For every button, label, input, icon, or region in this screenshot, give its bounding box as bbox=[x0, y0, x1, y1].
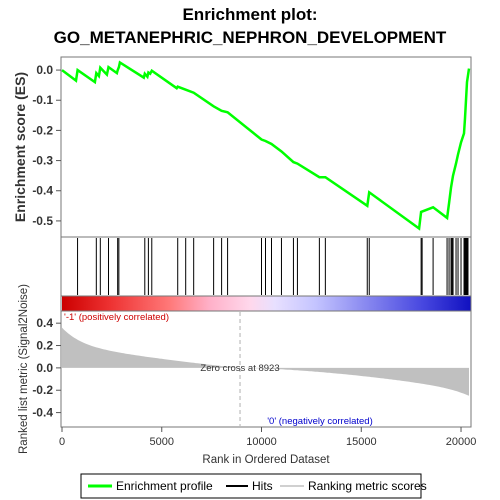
zero-cross-label: Zero cross at 8923 bbox=[200, 363, 279, 374]
chart-subtitle: GO_METANEPHRIC_NEPHRON_DEVELOPMENT bbox=[54, 28, 447, 47]
ranking-metric-area bbox=[62, 327, 469, 424]
es-tick-label: 0.0 bbox=[36, 63, 53, 77]
es-tick-label: -0.2 bbox=[32, 123, 53, 137]
metric-tick-label: -0.4 bbox=[32, 406, 53, 420]
negative-correlation-label: '0' (negatively correlated) bbox=[267, 416, 373, 427]
x-tick-label: 15000 bbox=[346, 436, 377, 448]
metric-tick-label: 0.0 bbox=[36, 361, 53, 375]
chart-title: Enrichment plot: bbox=[182, 5, 317, 24]
legend-metric-label: Ranking metric scores bbox=[308, 479, 427, 493]
rank-color-bar bbox=[62, 296, 471, 311]
metric-tick-label: -0.2 bbox=[32, 383, 53, 397]
es-axis-title: Enrichment score (ES) bbox=[12, 72, 28, 222]
x-tick-label: 5000 bbox=[150, 436, 174, 448]
metric-axis-title: Ranked list metric (Signal2Noise) bbox=[18, 284, 30, 454]
x-tick-label: 10000 bbox=[246, 436, 277, 448]
legend-enrichment-label: Enrichment profile bbox=[116, 479, 213, 493]
x-axis-title: Rank in Ordered Dataset bbox=[202, 454, 330, 466]
x-tick-label: 20000 bbox=[446, 436, 477, 448]
metric-tick-label: 0.2 bbox=[36, 339, 53, 353]
legend-hits-label: Hits bbox=[252, 479, 273, 493]
es-panel bbox=[60, 56, 472, 238]
x-tick-label: 0 bbox=[59, 436, 65, 448]
legend-box bbox=[80, 473, 422, 499]
es-tick-label: -0.3 bbox=[32, 154, 53, 168]
es-tick-label: -0.5 bbox=[32, 214, 53, 228]
metric-tick-label: 0.4 bbox=[36, 316, 53, 330]
positive-correlation-label: '-1' (positively correlated) bbox=[64, 312, 169, 323]
es-tick-label: -0.4 bbox=[32, 184, 53, 198]
es-tick-label: -0.1 bbox=[32, 93, 53, 107]
enrichment-profile-line bbox=[61, 60, 471, 231]
